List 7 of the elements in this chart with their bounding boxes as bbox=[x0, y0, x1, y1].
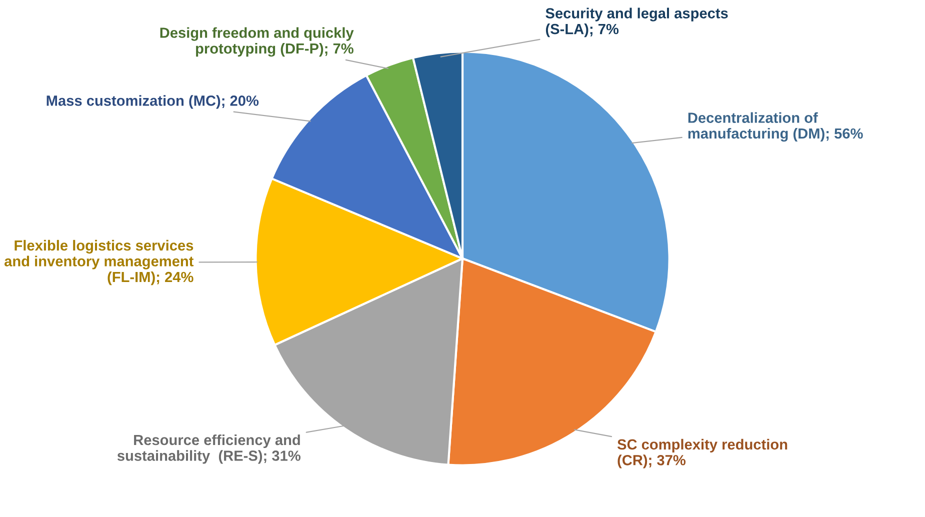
slice-label: SC complexity reduction (CR); 37% bbox=[617, 438, 788, 468]
slice-label: Decentralization of manufacturing (DM); 56% bbox=[688, 112, 863, 142]
slice-label: Design freedom and quickly prototyping (DF-P); 7% bbox=[160, 27, 354, 57]
slice-label: Security and legal aspects (S-LA); 7% bbox=[546, 8, 728, 38]
slice-label: Resource efficiency and sustainability (RE-S); 31% bbox=[117, 434, 300, 464]
slice-label: Flexible logistics services and inventory management (FL-IM); 24% bbox=[4, 240, 194, 286]
slice-label: Mass customization (MC); 20% bbox=[46, 95, 259, 109]
